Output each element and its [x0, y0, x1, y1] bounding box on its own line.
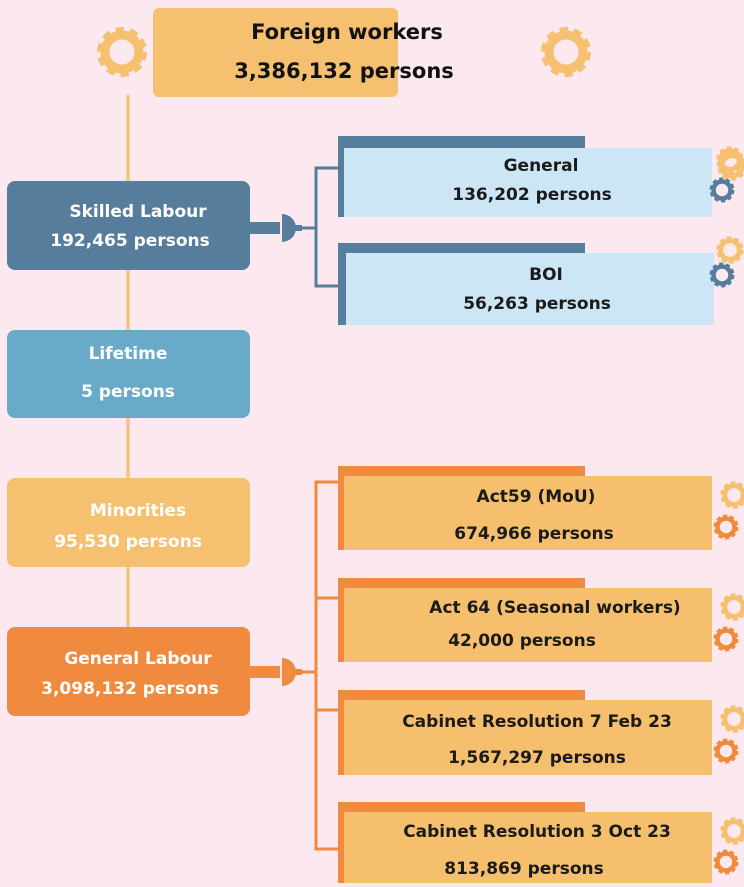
subgroup-label: Act 64 (Seasonal workers)	[429, 598, 680, 618]
category-label: Lifetime	[89, 344, 168, 364]
category-label: Skilled Labour	[69, 202, 207, 222]
category-count: 192,465 persons	[50, 231, 209, 251]
root-count: 3,386,132 persons	[234, 59, 454, 83]
subgroup-act64: Act 64 (Seasonal workers) 42,000 persons	[338, 578, 712, 662]
root-label: Foreign workers	[251, 20, 443, 44]
category-label: General Labour	[64, 649, 212, 669]
skilled-plug	[250, 214, 302, 242]
skilled-bracket	[300, 168, 340, 286]
subgroup-label: Cabinet Resolution 7 Feb 23	[402, 712, 672, 732]
minorities-box	[7, 478, 250, 567]
subgroup-boi: BOI 56,263 persons	[338, 243, 714, 325]
general-plug	[250, 658, 302, 686]
subgroup-act59: Act59 (MoU) 674,966 persons	[338, 466, 712, 550]
subgroup-count: 1,567,297 persons	[448, 748, 626, 768]
category-count: 95,530 persons	[54, 532, 202, 552]
subgroup-count: 42,000 persons	[448, 631, 596, 651]
gear-right	[547, 33, 585, 71]
subgroup-general: General 136,202 persons	[338, 136, 743, 217]
subgroup-cab-feb: Cabinet Resolution 7 Feb 23 1,567,297 pe…	[338, 690, 712, 775]
skilled-box	[7, 181, 250, 270]
subgroup-label: Act59 (MoU)	[477, 487, 596, 507]
gear-left	[103, 33, 141, 71]
subgroup-count: 813,869 persons	[444, 859, 603, 879]
subgroup-cab-oct: Cabinet Resolution 3 Oct 23 813,869 pers…	[338, 802, 712, 883]
category-count: 3,098,132 persons	[41, 679, 219, 699]
category-label: Minorities	[90, 501, 186, 521]
subgroup-label: Cabinet Resolution 3 Oct 23	[403, 822, 671, 842]
category-count: 5 persons	[81, 382, 175, 402]
subgroup-count: 56,263 persons	[463, 294, 611, 314]
general-labour-box	[7, 627, 250, 716]
general-bracket	[300, 482, 340, 849]
subgroup-count: 674,966 persons	[454, 524, 613, 544]
subgroup-count: 136,202 persons	[452, 185, 611, 205]
subgroup-label: General	[504, 156, 579, 176]
edge-gears	[713, 150, 744, 872]
subgroup-label: BOI	[529, 265, 563, 285]
